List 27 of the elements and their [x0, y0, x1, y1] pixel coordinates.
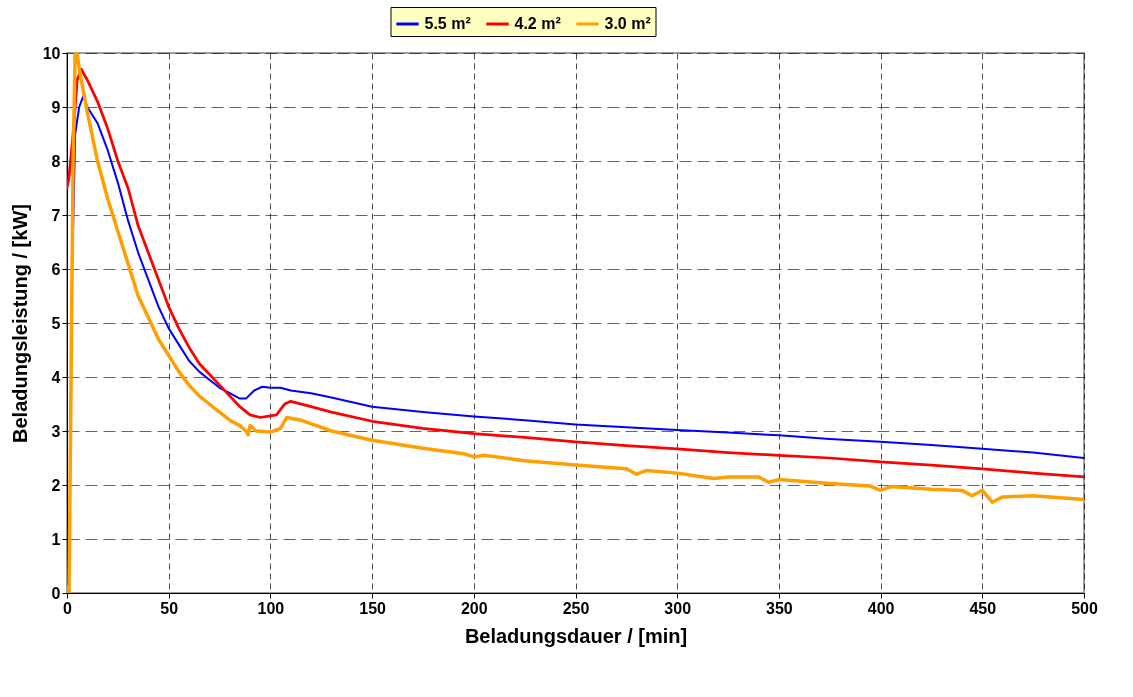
y-tick-label: 8 [51, 152, 61, 170]
legend-label: 5.5 m² [424, 15, 471, 32]
y-axis-title: Beladungsleistung / [kW] [8, 204, 31, 443]
y-tick-label: 1 [51, 530, 61, 548]
legend-label: 3.0 m² [604, 15, 651, 32]
x-tick-label: 450 [969, 599, 997, 617]
x-tick-label: 500 [1071, 599, 1098, 617]
x-tick-label: 400 [867, 599, 895, 617]
x-tick-label: 150 [359, 599, 387, 617]
x-axis-title: Beladungsdauer / [min] [464, 624, 688, 647]
x-tick-label: 0 [63, 599, 73, 617]
y-tick-label: 3 [51, 422, 61, 440]
y-tick-label: 7 [51, 206, 61, 224]
y-tick-label: 5 [51, 314, 61, 332]
y-tick-label: 4 [51, 368, 61, 386]
y-tick-label: 6 [51, 260, 61, 278]
x-tick-label: 250 [562, 599, 590, 617]
y-tick-label: 0 [51, 584, 61, 602]
y-tick-label: 2 [51, 476, 61, 494]
y-tick-label: 10 [42, 44, 61, 62]
x-tick-label: 100 [257, 599, 285, 617]
x-tick-label: 350 [766, 599, 793, 617]
x-tick-label: 200 [460, 599, 488, 617]
x-tick-label: 50 [160, 599, 179, 617]
legend-label: 4.2 m² [514, 15, 561, 32]
y-tick-label: 9 [51, 98, 61, 116]
x-tick-label: 300 [664, 599, 692, 617]
